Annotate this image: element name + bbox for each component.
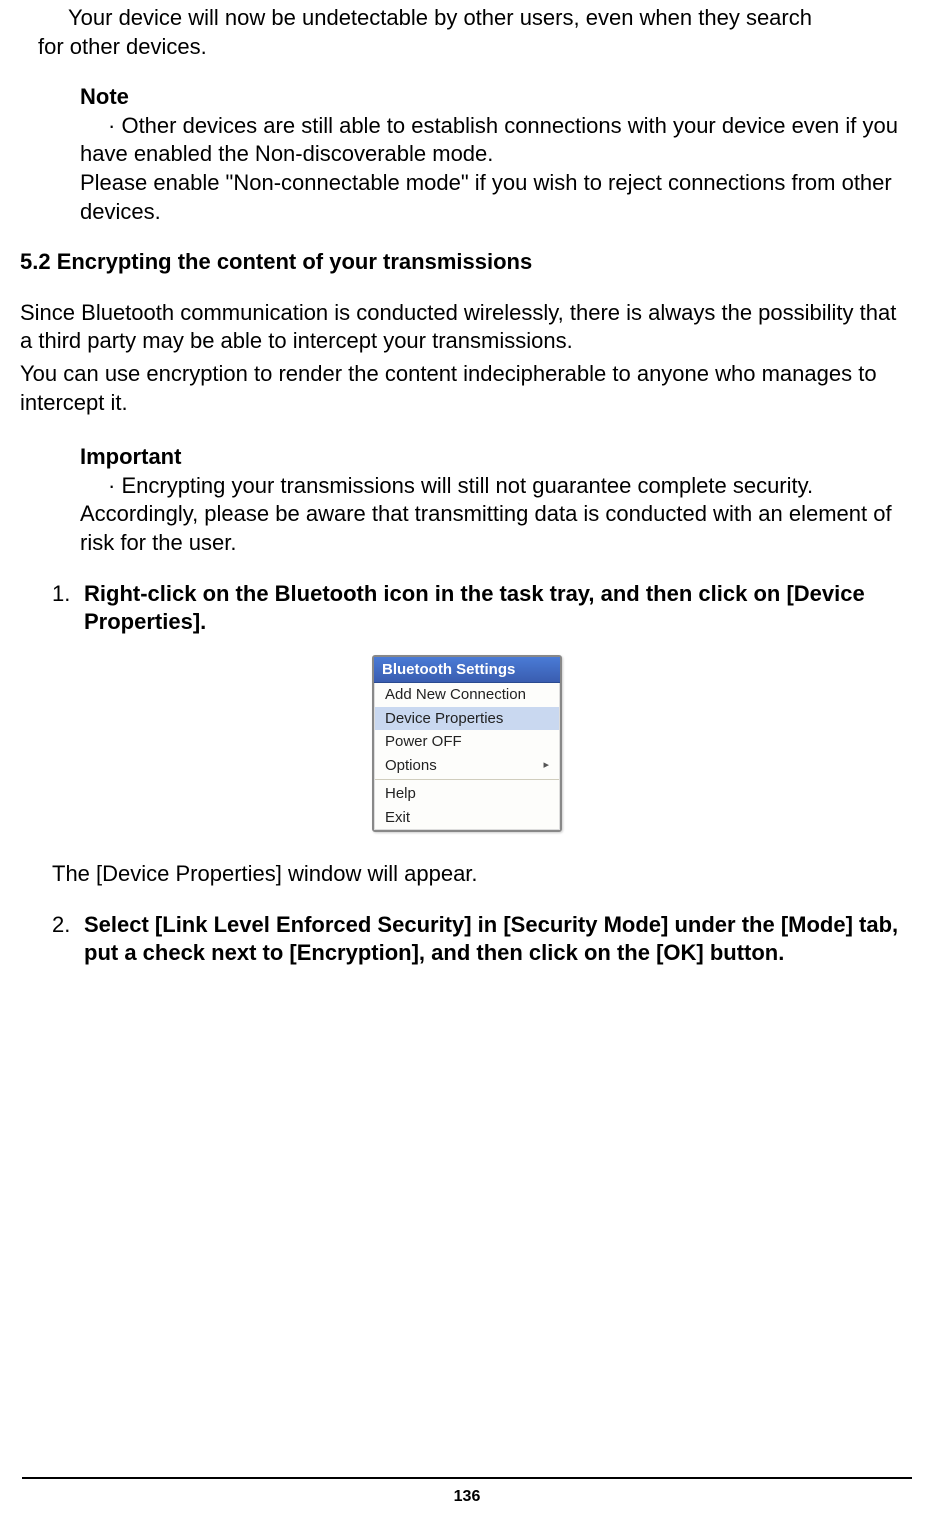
important-line-2: Accordingly, please be aware that transm…	[80, 500, 914, 557]
note-bullet: ·	[80, 113, 115, 138]
important-bullet: ·	[80, 473, 115, 498]
menu-item-add-new-connection[interactable]: Add New Connection	[375, 683, 559, 707]
note-line-1: Other devices are still able to establis…	[80, 113, 898, 167]
note-bullet-line: · Other devices are still able to establ…	[80, 112, 914, 169]
menu-item-power-off[interactable]: Power OFF	[375, 730, 559, 754]
note-line-2: Please enable "Non-connectable mode" if …	[80, 169, 914, 226]
menu-item-exit[interactable]: Exit	[375, 806, 559, 830]
context-menu-figure: Bluetooth Settings Add New Connection De…	[20, 655, 914, 833]
important-bullet-line: · Encrypting your transmissions will sti…	[80, 472, 914, 501]
step-1-number: 1.	[52, 580, 84, 637]
section-5-2-para-2: You can use encryption to render the con…	[20, 360, 914, 417]
step-1-text: Right-click on the Bluetooth icon in the…	[84, 580, 914, 637]
step-1-result: The [Device Properties] window will appe…	[20, 860, 914, 889]
note-block: Note · Other devices are still able to e…	[20, 83, 914, 226]
step-2-number: 2.	[52, 911, 84, 968]
step-2: 2. Select [Link Level Enforced Security]…	[20, 911, 914, 968]
page-number: 136	[0, 1487, 934, 1508]
step-2-text: Select [Link Level Enforced Security] in…	[84, 911, 914, 968]
footer-rule	[22, 1477, 912, 1479]
important-heading: Important	[80, 443, 914, 472]
important-block: Important · Encrypting your transmission…	[20, 443, 914, 557]
menu-item-device-properties[interactable]: Device Properties	[375, 707, 559, 731]
menu-item-options[interactable]: Options	[375, 754, 559, 778]
menu-separator	[375, 779, 559, 780]
menu-title: Bluetooth Settings	[374, 657, 560, 684]
section-5-2-heading: 5.2 Encrypting the content of your trans…	[20, 248, 914, 277]
menu-item-help[interactable]: Help	[375, 782, 559, 806]
bluetooth-context-menu: Bluetooth Settings Add New Connection De…	[372, 655, 562, 833]
menu-body: Add New Connection Device Properties Pow…	[374, 683, 560, 830]
intro-line-1a: Your device will now be undetectable by …	[68, 5, 812, 30]
page-footer: 136	[0, 1477, 934, 1508]
section-5-2-para-1: Since Bluetooth communication is conduct…	[20, 299, 914, 356]
note-heading: Note	[80, 83, 914, 112]
important-line-1: Encrypting your transmissions will still…	[121, 473, 813, 498]
intro-line-1b-wrap: for other devices.	[20, 33, 914, 62]
intro-line-1b: for other devices.	[38, 34, 207, 59]
step-1: 1. Right-click on the Bluetooth icon in …	[20, 580, 914, 637]
intro-paragraph: Your device will now be undetectable by …	[20, 4, 914, 33]
